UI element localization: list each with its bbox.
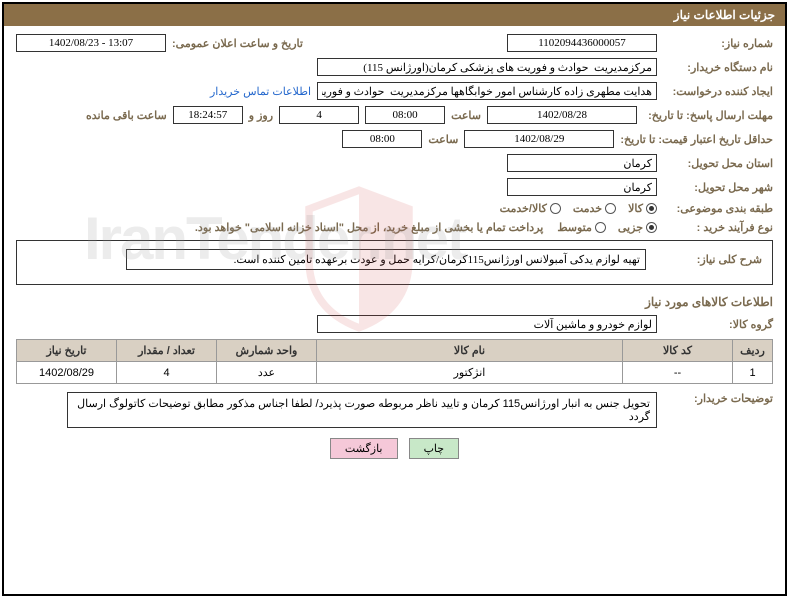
radio-dot-icon (646, 203, 657, 214)
payment-note: پرداخت تمام یا بخشی از مبلغ خرید، از محل… (195, 221, 543, 234)
table-header-row: ردیف کد کالا نام کالا واحد شمارش تعداد /… (17, 340, 773, 362)
response-time-input[interactable] (365, 106, 445, 124)
radio-goods-label: کالا (628, 202, 643, 215)
buyer-org-label: نام دستگاه خریدار: (663, 61, 773, 74)
need-number-input[interactable] (507, 34, 657, 52)
th-unit: واحد شمارش (217, 340, 317, 362)
button-row: چاپ بازگشت (16, 438, 773, 459)
goods-table: ردیف کد کالا نام کالا واحد شمارش تعداد /… (16, 339, 773, 384)
validity-label: حداقل تاریخ اعتبار قیمت: تا تاریخ: (620, 133, 773, 146)
summary-label: شرح کلی نیاز: (652, 253, 762, 266)
time-remaining-input[interactable] (173, 106, 243, 124)
cell-code: -- (623, 362, 733, 384)
announce-label: تاریخ و ساعت اعلان عمومی: (172, 37, 303, 50)
radio-goods[interactable]: کالا (628, 202, 657, 215)
city-label: شهر محل تحویل: (663, 181, 773, 194)
province-input[interactable] (507, 154, 657, 172)
radio-small[interactable]: جزیی (618, 221, 657, 234)
days-remaining-input[interactable] (279, 106, 359, 124)
cell-qty: 4 (117, 362, 217, 384)
print-button[interactable]: چاپ (409, 438, 460, 459)
days-word: روز و (249, 109, 273, 122)
radio-service-label: خدمت (573, 202, 602, 215)
category-label: طبقه بندی موضوعی: (663, 202, 773, 215)
goods-section-title: اطلاعات کالاهای مورد نیاز (16, 295, 773, 309)
process-label: نوع فرآیند خرید : (663, 221, 773, 234)
buyer-org-input[interactable] (317, 58, 657, 76)
radio-dot-icon (550, 203, 561, 214)
th-date: تاریخ نیاز (17, 340, 117, 362)
goods-group-label: گروه کالا: (663, 318, 773, 331)
remaining-suffix: ساعت باقی مانده (86, 109, 167, 122)
buyer-contact-link[interactable]: اطلاعات تماس خریدار (210, 85, 311, 98)
cell-unit: عدد (217, 362, 317, 384)
radio-medium[interactable]: متوسط (557, 221, 606, 234)
category-radio-group: کالا خدمت کالا/خدمت (500, 202, 657, 215)
response-date-input[interactable] (487, 106, 637, 124)
radio-goods-service[interactable]: کالا/خدمت (500, 202, 561, 215)
th-code: کد کالا (623, 340, 733, 362)
hour-label-2: ساعت (428, 133, 458, 146)
panel-header: جزئیات اطلاعات نیاز (4, 4, 785, 26)
th-name: نام کالا (317, 340, 623, 362)
cell-row: 1 (733, 362, 773, 384)
buyer-desc-label: توضیحات خریدار: (663, 392, 773, 405)
summary-section: شرح کلی نیاز: تهیه لوازم یدکی آمبولانس ا… (16, 240, 773, 285)
announce-datetime-input[interactable] (16, 34, 166, 52)
radio-medium-label: متوسط (557, 221, 592, 234)
city-input[interactable] (507, 178, 657, 196)
province-label: استان محل تحویل: (663, 157, 773, 170)
cell-date: 1402/08/29 (17, 362, 117, 384)
validity-time-input[interactable] (342, 130, 422, 148)
buyer-desc-text[interactable]: تحویل جنس به انبار اورژانس115 کرمان و تا… (67, 392, 657, 428)
radio-goods-service-label: کالا/خدمت (500, 202, 547, 215)
radio-dot-icon (605, 203, 616, 214)
th-row: ردیف (733, 340, 773, 362)
back-button[interactable]: بازگشت (330, 438, 398, 459)
table-row: 1 -- انژکتور عدد 4 1402/08/29 (17, 362, 773, 384)
goods-group-input[interactable] (317, 315, 657, 333)
radio-dot-icon (646, 222, 657, 233)
requester-input[interactable] (317, 82, 657, 100)
validity-date-input[interactable] (464, 130, 614, 148)
process-radio-group: جزیی متوسط (557, 221, 657, 234)
th-qty: تعداد / مقدار (117, 340, 217, 362)
radio-small-label: جزیی (618, 221, 643, 234)
radio-dot-icon (595, 222, 606, 233)
response-deadline-label: مهلت ارسال پاسخ: تا تاریخ: (643, 109, 773, 122)
hour-label-1: ساعت (451, 109, 481, 122)
need-number-label: شماره نیاز: (663, 37, 773, 50)
requester-label: ایجاد کننده درخواست: (663, 85, 773, 98)
cell-name: انژکتور (317, 362, 623, 384)
radio-service[interactable]: خدمت (573, 202, 616, 215)
summary-text[interactable]: تهیه لوازم یدکی آمبولانس اورژانس115کرمان… (126, 249, 646, 270)
